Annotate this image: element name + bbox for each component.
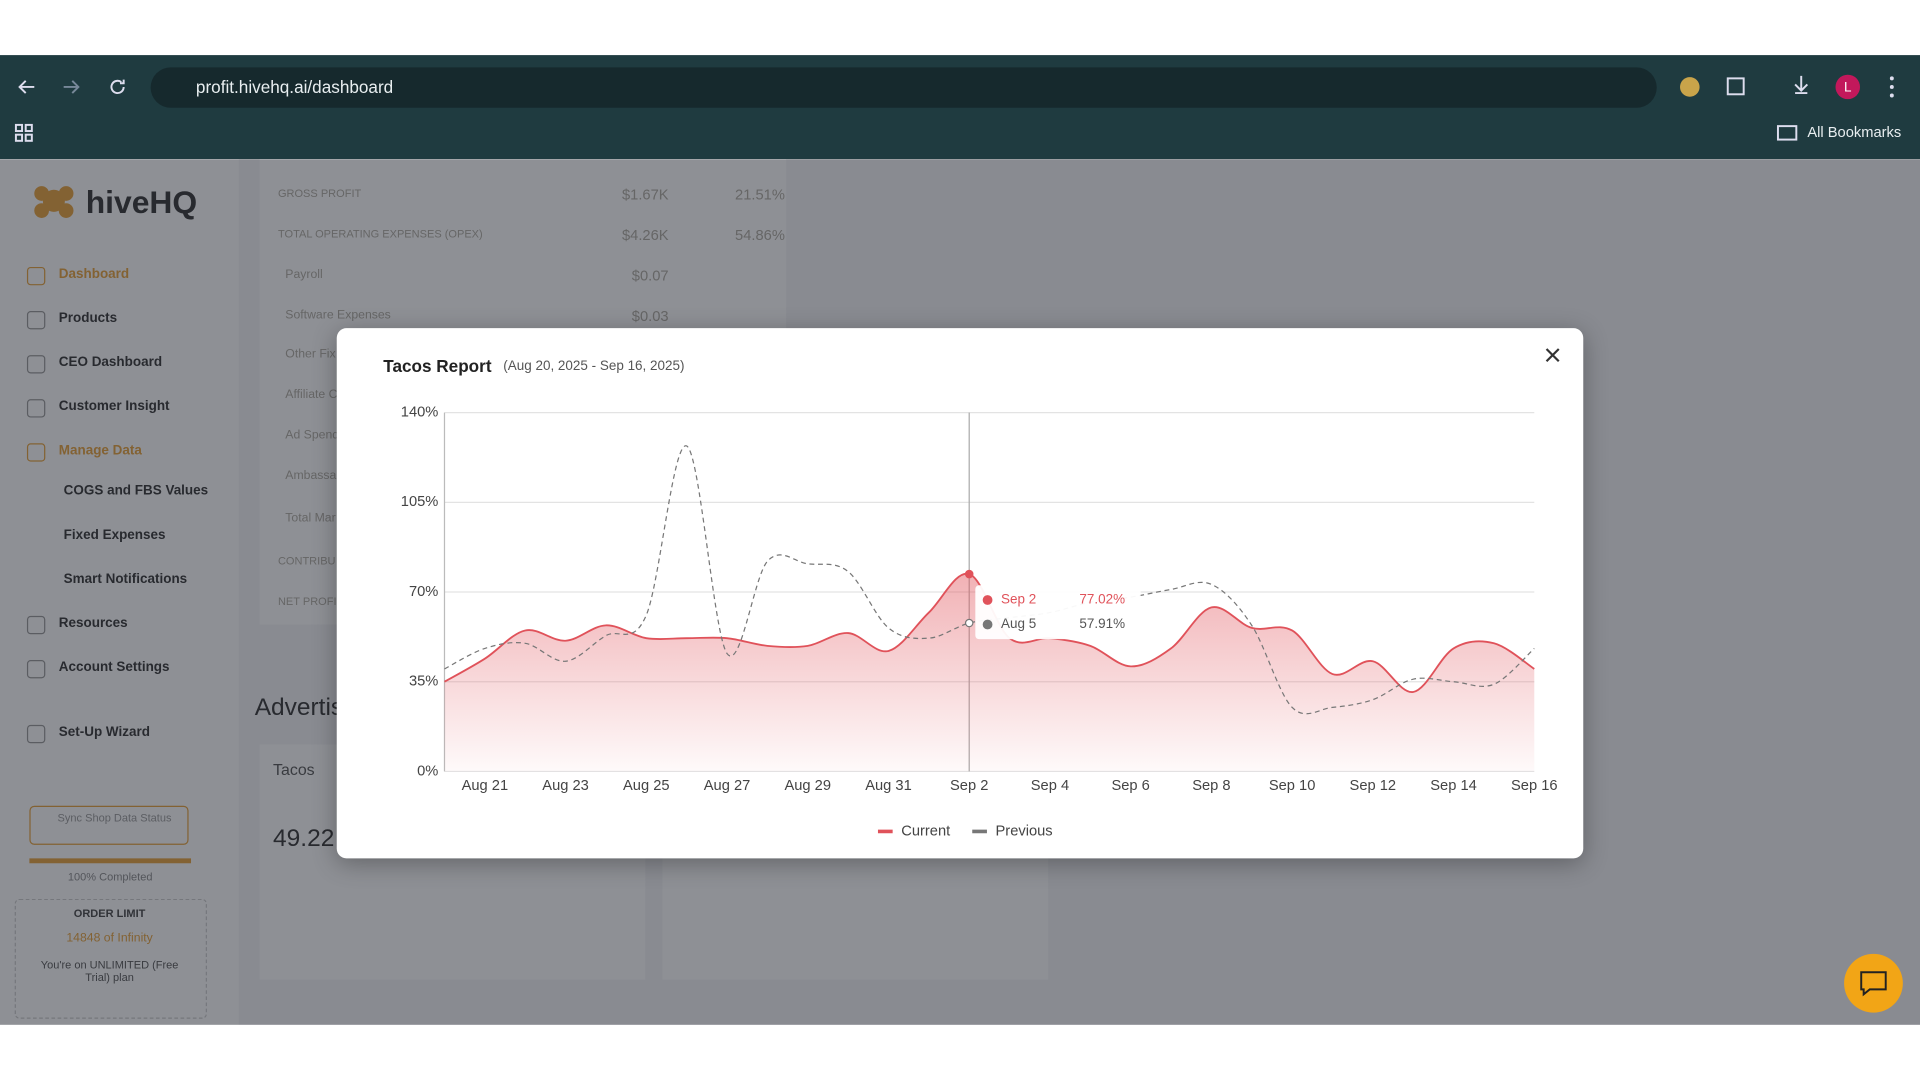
x-tick-label: Aug 27 [704,778,751,794]
bookmarks[interactable]: All Bookmarks [1807,123,1902,141]
x-tick-label: Aug 21 [462,778,509,794]
row-value: $1.67K [621,186,669,204]
menu-dot [1889,84,1894,89]
apps[interactable] [14,123,24,133]
y-tick-label: 0% [417,763,438,779]
y-tick-label: 70% [409,584,438,600]
x-tick-label: Sep 4 [1031,778,1069,794]
modal-subtitle: (Aug 20, 2025 - Sep 16, 2025) [503,358,685,374]
modal-title: Tacos Report [383,356,492,376]
x-tick-label: Aug 23 [542,778,589,794]
close[interactable] [1544,347,1561,364]
row-label: Ad Spend [285,428,340,443]
x-tick-label: Sep 14 [1430,778,1477,794]
row-value: $4.26K [621,226,669,244]
y-tick-label: 140% [401,405,439,421]
row-label: GROSS PROFIT [277,187,362,200]
menu-dot [1889,93,1894,98]
x-tick-label: Sep 2 [950,778,988,794]
area [444,573,1535,772]
forward[interactable] [63,80,80,94]
row-label: TOTAL OPERATING EXPENSES (OPEX) [277,227,483,240]
browser-toolbar: L profit.hivehq.ai/dashboard All Bookmar… [0,55,1920,160]
y-tick-label: 105% [401,494,439,510]
menu-dot[interactable] [1889,76,1894,81]
apps-part [24,123,33,133]
chat-button[interactable] [1843,953,1904,1014]
avatar[interactable] [1835,74,1860,100]
chart: 0% 35% 70% 105% 140% Aug 21 Aug 23 Aug 25 Aug 27… [401,405,1558,840]
tooltip-date: Aug 5 [1001,616,1036,631]
apps-part [24,133,33,142]
tooltip-dot [982,619,993,630]
x-tick-label: Aug 25 [623,778,670,794]
url: profit.hivehq.ai/dashboard [195,77,394,97]
folder [1776,125,1798,141]
reload[interactable] [110,79,125,95]
x-tick-label: Sep 12 [1350,778,1397,794]
row-label: Ambassa [285,468,337,483]
tooltip-date: Sep 2 [1001,592,1036,607]
row-percent: 54.86% [735,226,785,244]
line [444,445,1535,715]
row-label: Software Expenses [285,308,391,323]
legend-label[interactable]: Current [901,823,950,839]
x-tick-label: Aug 31 [865,778,912,794]
hover-point [964,569,974,579]
legend-label[interactable]: Previous [996,823,1053,839]
extension-icon[interactable] [1680,77,1700,97]
row-label: CONTRIBU [277,554,336,567]
x-tick-label: Sep 16 [1511,778,1558,794]
address-bar[interactable] [150,67,1657,108]
x-tick-label: Sep 6 [1111,778,1149,794]
tooltip [975,585,1141,640]
row-label: NET PROFI [277,595,337,608]
x-tick-label: Aug 29 [784,778,831,794]
extensions[interactable] [1726,77,1745,96]
y-tick-label: 35% [409,674,438,690]
apps-part [14,133,24,142]
tooltip-dot [982,595,993,605]
row-label: Total Mar [285,511,336,526]
avatar-letter: L [1844,80,1852,95]
row-label: Affiliate C [285,388,338,402]
modal: Tacos Report (Aug 20, 2025 - Sep 16, 202… [336,328,1584,859]
row-label: Other Fix [285,347,336,362]
row-value: $0.07 [631,266,669,285]
download[interactable] [1794,75,1809,95]
row-label: Payroll [285,268,323,282]
x-tick-label: Sep 8 [1192,778,1230,794]
hover-point [964,618,974,628]
tooltip-value: 57.91% [1079,616,1125,631]
x-tick-label: Sep 10 [1269,778,1316,794]
back[interactable] [18,80,35,94]
row-value: $0.03 [631,307,669,325]
tooltip-value: 77.02% [1079,592,1125,607]
row-percent: 21.51% [735,186,785,204]
